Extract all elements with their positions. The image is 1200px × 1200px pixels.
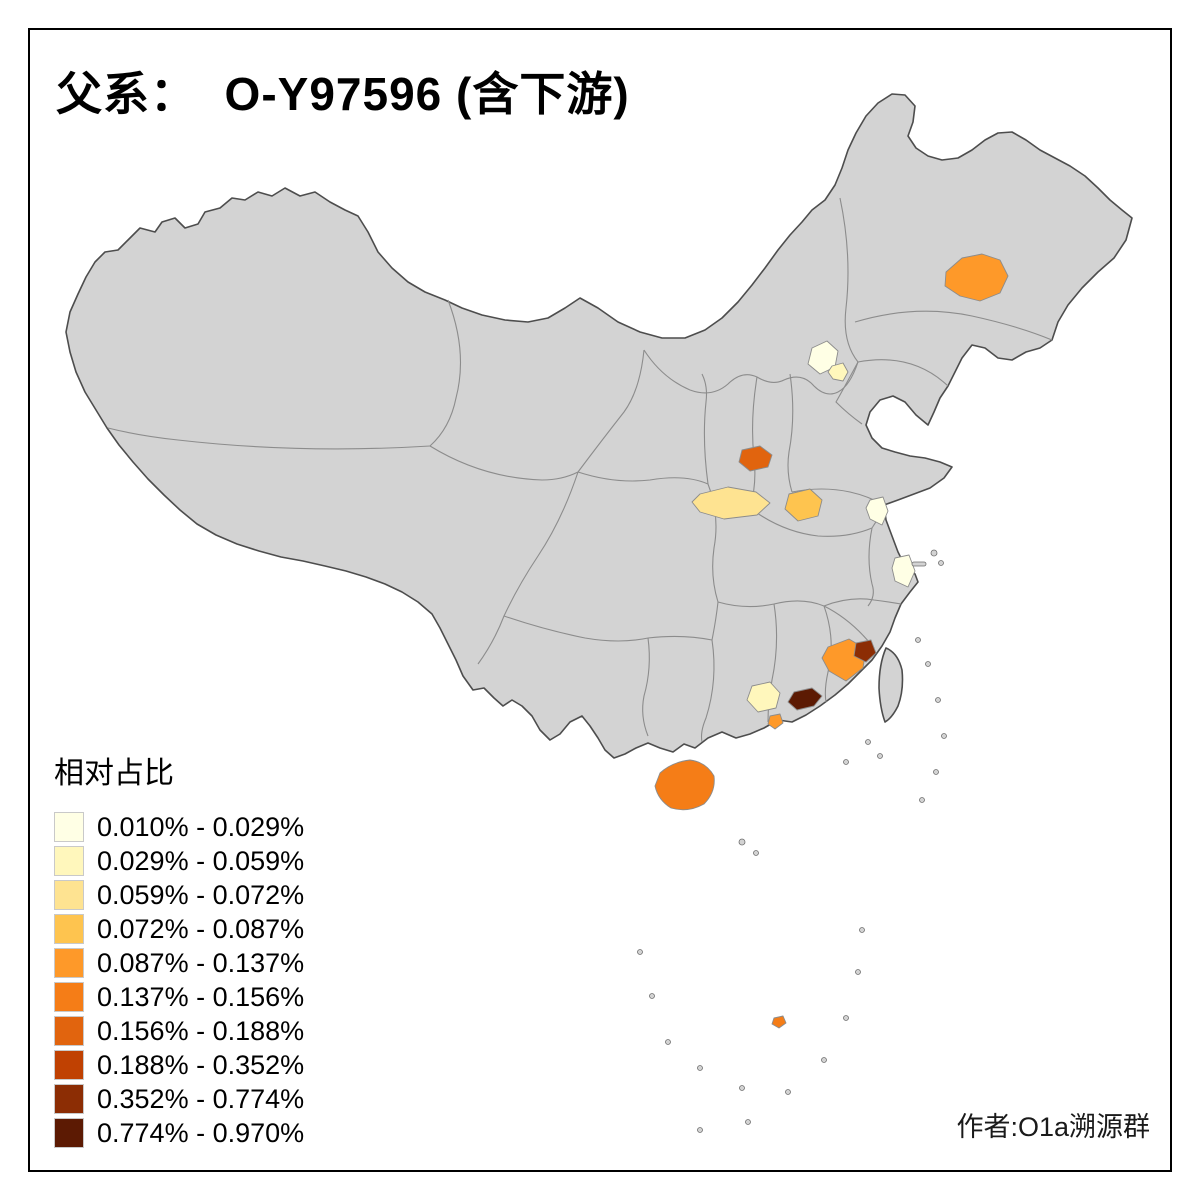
legend-label: 0.059% - 0.072%: [97, 879, 305, 910]
region-tianjin: [827, 362, 849, 382]
legend-item: 0.156% - 0.188%: [54, 1014, 304, 1048]
region-fujian-dark: [853, 639, 877, 663]
legend-swatch: [54, 914, 84, 944]
legend-label: 0.010% - 0.029%: [97, 811, 305, 842]
region-hainan-island: [654, 759, 715, 811]
region-shaanxi-north: [738, 445, 773, 472]
legend-label: 0.352% - 0.774%: [97, 1083, 305, 1114]
legend-swatch: [54, 1016, 84, 1046]
legend-label: 0.137% - 0.156%: [97, 981, 305, 1012]
region-guangdong-dot: [767, 713, 784, 730]
legend-item: 0.072% - 0.087%: [54, 912, 304, 946]
legend-swatch: [54, 982, 84, 1012]
legend-swatch: [54, 1050, 84, 1080]
legend-item: 0.352% - 0.774%: [54, 1082, 304, 1116]
legend-swatch: [54, 812, 84, 842]
legend-label: 0.072% - 0.087%: [97, 913, 305, 944]
region-harbin: [944, 253, 1009, 302]
highlighted-regions: [654, 253, 1009, 1029]
region-zhengzhou: [784, 488, 823, 522]
legend: 相对占比 0.010% - 0.029% 0.029% - 0.059% 0.0…: [54, 748, 304, 1150]
legend-item: 0.188% - 0.352%: [54, 1048, 304, 1082]
author-credit: 作者:O1a溯源群: [956, 1112, 1150, 1142]
region-hanzhong: [691, 486, 771, 520]
legend-label: 0.774% - 0.970%: [97, 1117, 305, 1148]
legend-item: 0.774% - 0.970%: [54, 1116, 304, 1150]
legend-items: 0.010% - 0.029% 0.029% - 0.059% 0.059% -…: [54, 810, 304, 1150]
region-guangdong-dark: [787, 687, 823, 711]
region-south-sea-island: [771, 1015, 787, 1029]
legend-item: 0.010% - 0.029%: [54, 810, 304, 844]
legend-item: 0.029% - 0.059%: [54, 844, 304, 878]
legend-label: 0.188% - 0.352%: [97, 1049, 305, 1080]
legend-swatch: [54, 1084, 84, 1114]
region-jiangsu: [865, 496, 889, 526]
legend-swatch: [54, 880, 84, 910]
region-guangdong-pale: [746, 681, 781, 713]
legend-label: 0.087% - 0.137%: [97, 947, 305, 978]
legend-title: 相对占比: [54, 757, 174, 790]
legend-item: 0.059% - 0.072%: [54, 878, 304, 912]
legend-swatch: [54, 948, 84, 978]
legend-label: 0.029% - 0.059%: [97, 845, 305, 876]
legend-item: 0.137% - 0.156%: [54, 980, 304, 1014]
legend-swatch: [54, 1118, 84, 1148]
region-shanghai: [891, 554, 916, 588]
legend-label: 0.156% - 0.188%: [97, 1015, 305, 1046]
small-islands: [637, 549, 947, 1133]
page-title: 父系： O-Y97596 (含下游): [56, 68, 630, 120]
taiwan-island: [878, 647, 904, 723]
china-mainland-outline: [65, 93, 1133, 759]
legend-swatch: [54, 846, 84, 876]
legend-item: 0.087% - 0.137%: [54, 946, 304, 980]
